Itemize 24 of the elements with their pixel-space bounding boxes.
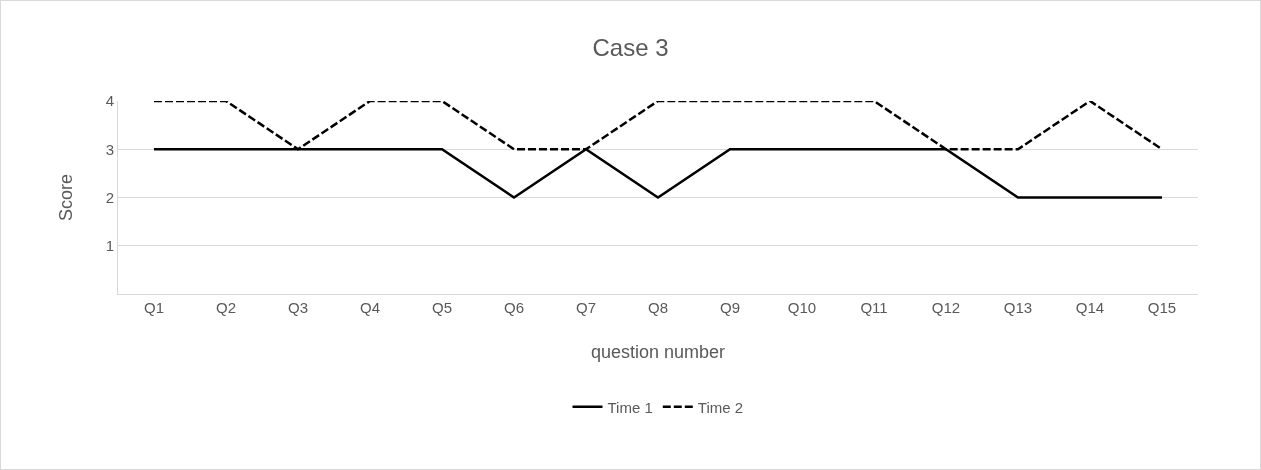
x-tick-label: Q3 <box>287 299 309 316</box>
x-tick-label: Q4 <box>359 299 381 316</box>
x-tick-label: Q2 <box>215 299 237 316</box>
y-tick-label: 2 <box>105 188 114 206</box>
x-tick-label: Q14 <box>1075 299 1105 316</box>
x-axis-title: question number <box>590 342 726 362</box>
x-tick-label: Q6 <box>503 299 525 316</box>
chart-title: Case 3 <box>592 34 669 62</box>
x-tick-label: Q7 <box>575 299 597 316</box>
x-tick-label: Q5 <box>431 299 453 316</box>
y-tick-label: 4 <box>105 92 114 110</box>
x-tick-label: Q12 <box>931 299 961 316</box>
x-tick-label: Q8 <box>647 299 669 316</box>
x-tick-label: Q15 <box>1147 299 1177 316</box>
legend-label: Time 1 <box>607 398 653 416</box>
x-tick-label: Q10 <box>787 299 817 316</box>
x-tick-label: Q9 <box>719 299 741 316</box>
x-tick-label: Q11 <box>860 299 888 316</box>
y-tick-label: 1 <box>105 237 114 254</box>
y-axis-title: Score <box>56 173 76 222</box>
x-tick-label: Q1 <box>143 299 165 316</box>
x-tick-label: Q13 <box>1003 299 1033 316</box>
y-tick-label: 3 <box>105 140 114 158</box>
legend-label: Time 2 <box>697 398 744 416</box>
